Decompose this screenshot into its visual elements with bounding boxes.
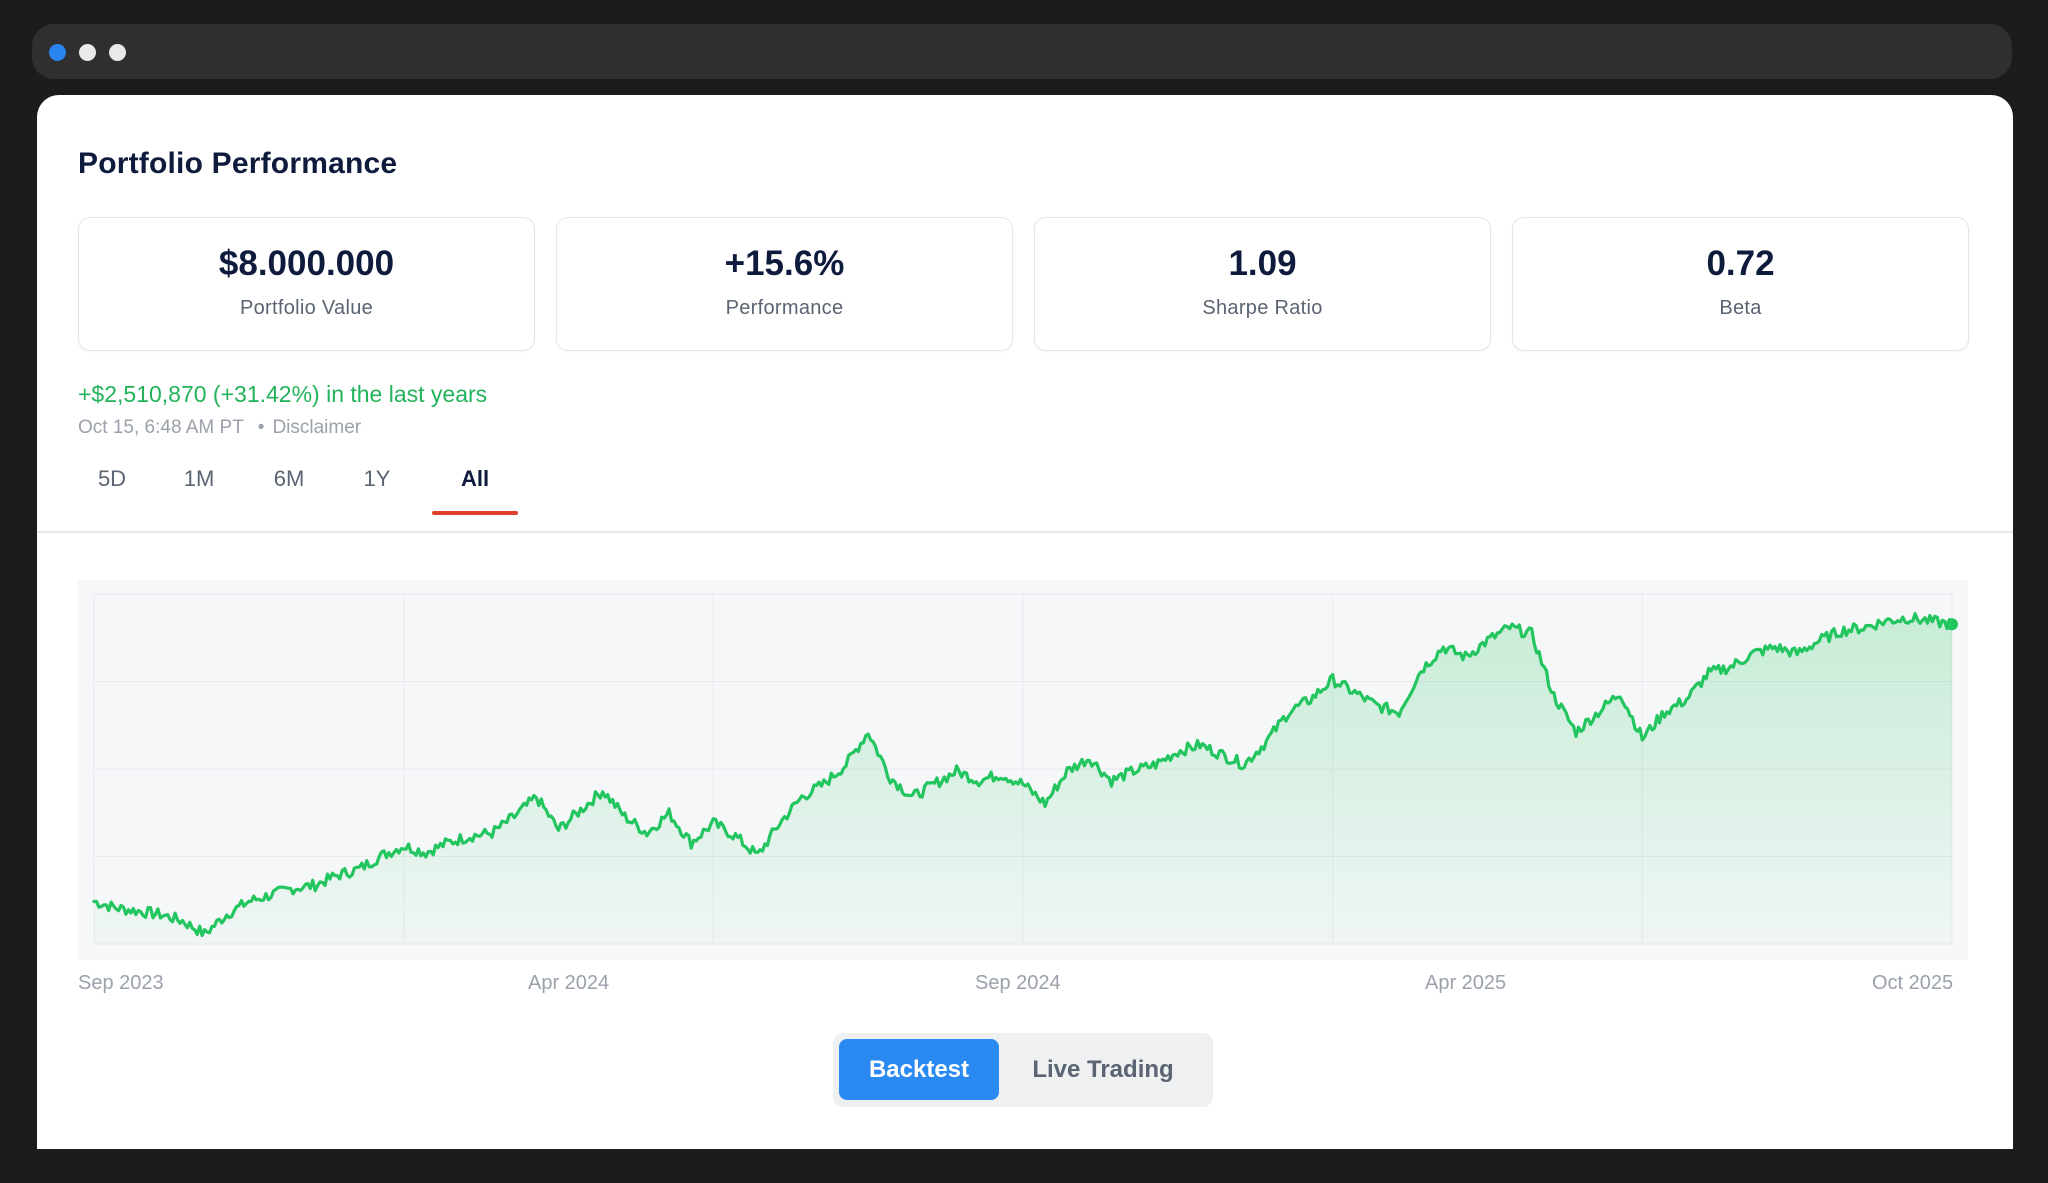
chart-endpoint-marker [1946,618,1958,631]
window-dot-white-1[interactable] [79,44,96,61]
tab-label: 6M [273,466,305,491]
meta-separator: • [257,417,265,438]
x-axis-label: Sep 2023 [78,972,164,994]
tab-all[interactable]: All [432,461,518,515]
x-axis-label: Apr 2025 [1425,972,1507,994]
tab-label: 1Y [363,466,391,491]
tab-5d[interactable]: 5D [78,461,146,515]
stat-value: +15.6% [724,244,845,283]
x-axis-label: Apr 2024 [528,972,610,994]
tab-label: 5D [97,466,127,491]
active-tab-underline [432,511,518,515]
tab-1m[interactable]: 1M [165,461,233,515]
tab-label: All [460,466,490,491]
gain-summary: +$2,510,870 (+31.42%) in the last years [78,381,488,407]
stat-value: 0.72 [1706,244,1775,283]
window-titlebar [32,24,2012,79]
tab-1y[interactable]: 1Y [343,461,411,515]
timestamp: Oct 15, 6:48 AM PT [78,417,244,438]
performance-chart-svg [78,580,1968,960]
live-trading-button[interactable]: Live Trading [1032,1056,1174,1083]
page-title: Portfolio Performance [78,147,398,180]
performance-chart[interactable] [78,580,1968,960]
stat-label: Portfolio Value [239,297,374,319]
meta-line: Oct 15, 6:48 AM PT • Disclaimer [78,417,361,439]
chart-area-fill [94,613,1952,944]
window-dot-white-2[interactable] [109,44,126,61]
mode-toggle: Backtest Live Trading [833,1033,1213,1107]
chart-series-line [92,611,1954,938]
tab-label: 1M [183,466,215,491]
stat-card-sharpe-ratio: 1.09 Sharpe Ratio [1034,217,1491,351]
x-axis-label: Oct 2025 [1872,972,1954,994]
backtest-button[interactable]: Backtest [839,1039,999,1100]
tab-6m[interactable]: 6M [255,461,323,515]
stat-card-beta: 0.72 Beta [1512,217,1969,351]
stat-value: $8.000.000 [218,244,395,283]
x-axis-label: Sep 2024 [975,972,1061,994]
stat-value: 1.09 [1228,244,1297,283]
stat-card-performance: +15.6% Performance [556,217,1013,351]
window-dot-blue[interactable] [49,44,66,61]
portfolio-panel: Portfolio Performance $8.000.000 Portfol… [37,95,2013,1149]
stat-card-portfolio-value: $8.000.000 Portfolio Value [78,217,535,351]
stat-label: Performance [725,297,844,319]
disclaimer-link[interactable]: Disclaimer [272,417,362,438]
tabs-divider [37,531,2013,533]
stat-label: Sharpe Ratio [1202,297,1323,319]
stat-label: Beta [1719,297,1762,319]
